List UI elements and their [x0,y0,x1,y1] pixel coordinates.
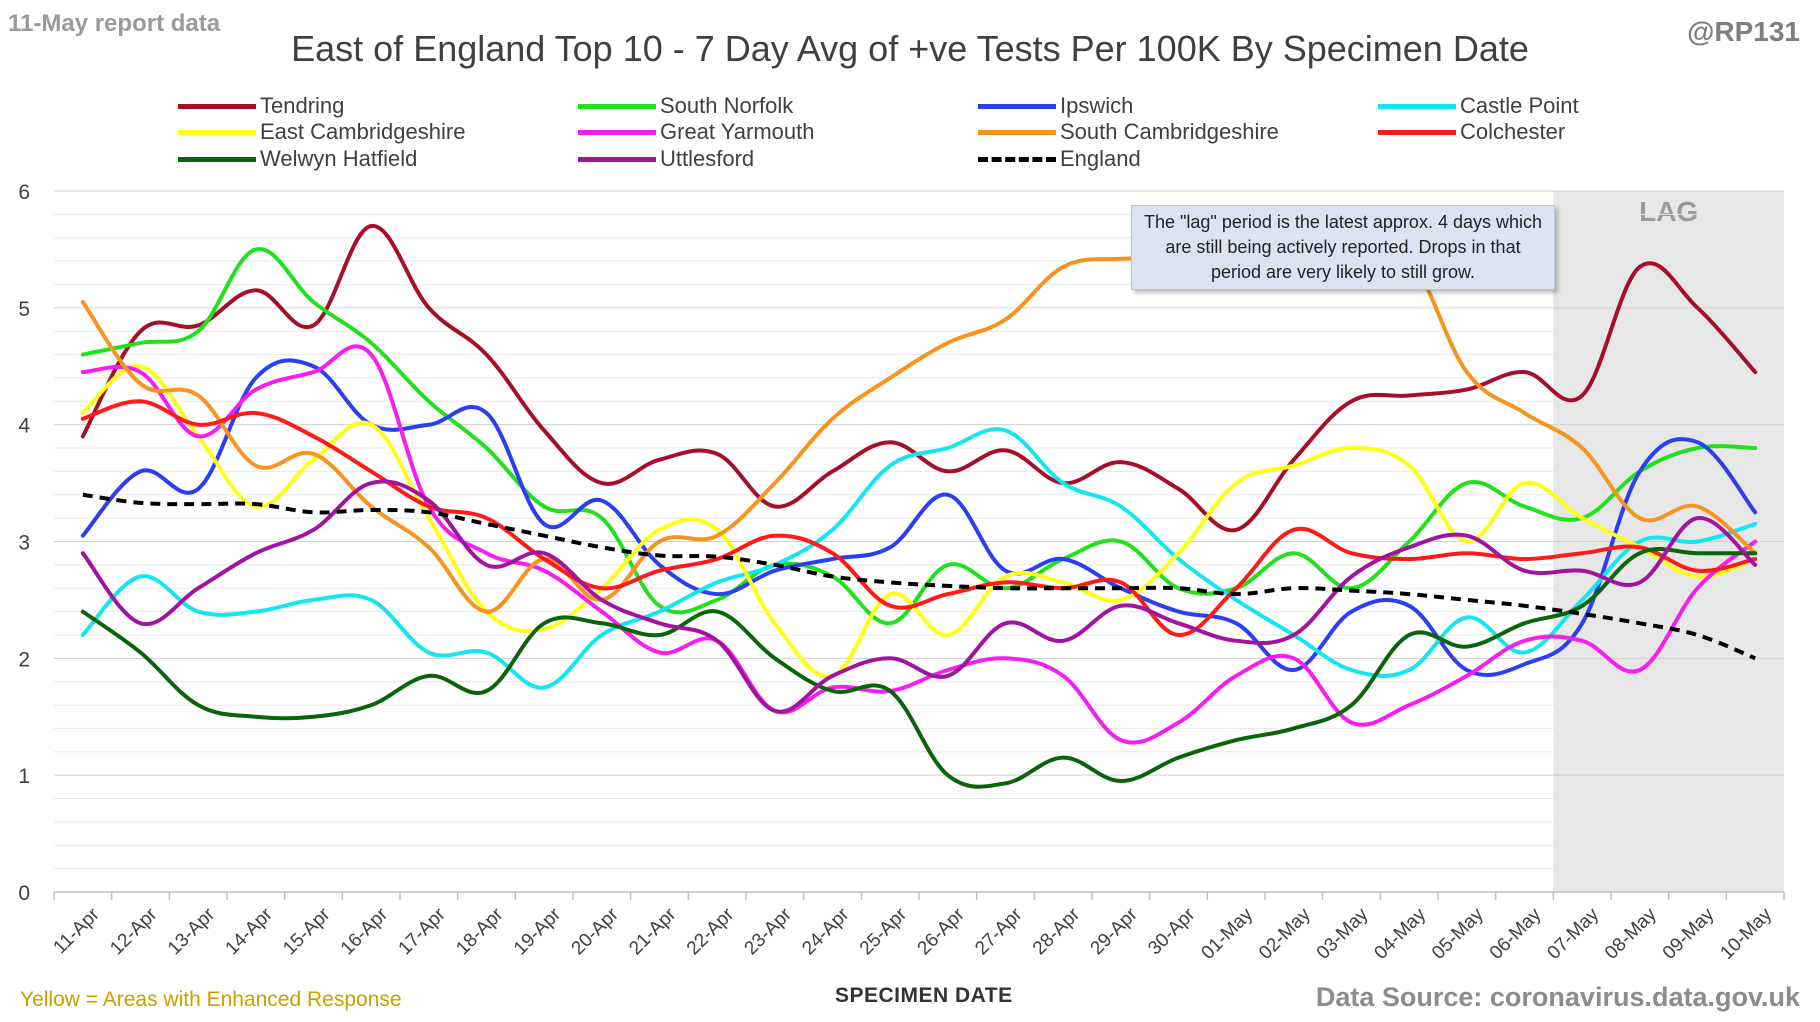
legend-swatch [178,156,256,162]
legend-swatch [978,129,1056,135]
legend-label: Castle Point [1460,93,1579,118]
series-line-tendring [80,224,1758,533]
legend-item-england: England [978,146,1141,172]
x-tick-label: 07-May [1543,904,1603,964]
legend-item-ipswich: Ipswich [978,93,1133,119]
series-line-east-cambridgeshire [80,364,1758,679]
x-tick-label: 03-May [1313,904,1373,964]
y-tick-label: 2 [18,648,30,671]
legend-swatch [178,103,256,109]
x-tick-label: 11-Apr [50,904,105,959]
legend-label: England [1060,146,1141,171]
legend-swatch [178,129,256,135]
legend-swatch [978,103,1056,109]
legend-label: South Norfolk [660,93,794,118]
y-axis: 0 1 2 3 4 5 6 [18,181,30,905]
series-line-great-yarmouth [80,344,1758,745]
legend-item-great-yarmouth: Great Yarmouth [578,119,814,145]
x-tick-label: 18-Apr [452,904,508,960]
y-tick-label: 5 [18,298,30,321]
legend-item-colchester: Colchester [1378,119,1565,145]
legend-label: East Cambridgeshire [260,119,466,144]
x-tick-label: 08-May [1601,904,1661,964]
x-tick-label: 26-Apr [914,904,970,960]
series-line-ipswich [80,358,1758,677]
legend-swatch [578,156,656,162]
legend-swatch [578,103,656,109]
legend-swatch [578,129,656,135]
x-tick-label: 21-Apr [625,904,681,960]
x-axis: 11-Apr 12-Apr 13-Apr 14-Apr 15-Apr 16-Apr 17-A… [50,891,1785,964]
legend-label: Ipswich [1060,93,1134,118]
x-tick-label: 23-Apr [741,904,797,960]
x-tick-label: 22-Apr [683,904,739,960]
y-tick-label: 4 [18,415,30,438]
legend-label: Tendring [260,93,345,118]
x-tick-label: 14-Apr [222,904,278,960]
legend-item-castle-point: Castle Point [1378,93,1579,119]
legend-item-south-cambridgeshire: South Cambridgeshire [978,119,1279,145]
x-tick-label: 17-Apr [395,904,451,960]
legend-item-east-cambridgeshire: East Cambridgeshire [178,119,465,145]
x-tick-label: 04-May [1370,904,1430,964]
chart-title: East of England Top 10 - 7 Day Avg of +v… [291,28,1529,69]
x-tick-label: 25-Apr [856,904,912,960]
legend-item-tendring: Tendring [178,93,344,119]
series-line-england [82,492,1756,661]
y-tick-label: 1 [18,765,30,788]
x-tick-label: 19-Apr [510,904,566,960]
y-tick-label: 6 [18,181,30,204]
lag-annotation: The "lag" period is the latest approx. 4… [1131,205,1555,290]
gridlines [54,190,1784,893]
x-tick-label: 29-Apr [1087,904,1143,960]
x-tick-label: 20-Apr [568,904,624,960]
x-tick-label: 09-May [1659,904,1719,964]
x-tick-label: 13-Apr [164,904,220,960]
x-tick-label: 05-May [1428,904,1488,964]
series-line-south-cambridgeshire [80,247,1758,614]
legend-item-welwyn-hatfield: Welwyn Hatfield [178,146,417,172]
x-tick-label: 01-May [1197,904,1257,964]
legend-label: South Cambridgeshire [1060,119,1279,144]
x-tick-label: 24-Apr [798,904,854,960]
x-tick-label: 28-Apr [1029,904,1085,960]
x-tick-label: 06-May [1486,904,1546,964]
x-tick-label: 02-May [1255,904,1315,964]
series-line-colchester [80,399,1758,638]
x-tick-label: 12-Apr [106,904,162,960]
report-date-label: 11-May report data [8,10,221,37]
footnote: Yellow = Areas with Enhanced Response [20,988,402,1011]
legend-label: Welwyn Hatfield [260,146,418,171]
x-tick-label: 27-Apr [971,904,1027,960]
series-line-castle-point [80,427,1758,690]
x-tick-label: 10-May [1716,904,1776,964]
legend-swatch [978,156,1056,162]
legend-label: Colchester [1460,119,1566,144]
legend-item-uttlesford: Uttlesford [578,146,754,172]
legend-label: Uttlesford [660,146,755,171]
series-line-south-norfolk [80,247,1758,626]
series-lines [80,224,1758,789]
series-line-welwyn-hatfield [80,547,1758,789]
series-line-uttlesford [80,479,1758,714]
y-tick-label: 3 [18,532,30,555]
x-tick-label: 16-Apr [337,904,393,960]
y-tick-label: 0 [18,882,30,905]
x-tick-label: 30-Apr [1144,904,1200,960]
legend-swatch [1378,103,1456,109]
data-source: Data Source: coronavirus.data.gov.uk [1315,982,1800,1012]
x-tick-label: 15-Apr [279,904,335,960]
x-axis-title: SPECIMEN DATE [835,984,1013,1007]
legend-swatch [1378,129,1456,135]
author-handle: @RP131 [1687,16,1800,47]
legend-item-south-norfolk: South Norfolk [578,93,793,119]
lag-label: LAG [1639,196,1698,227]
legend-label: Great Yarmouth [660,119,815,144]
